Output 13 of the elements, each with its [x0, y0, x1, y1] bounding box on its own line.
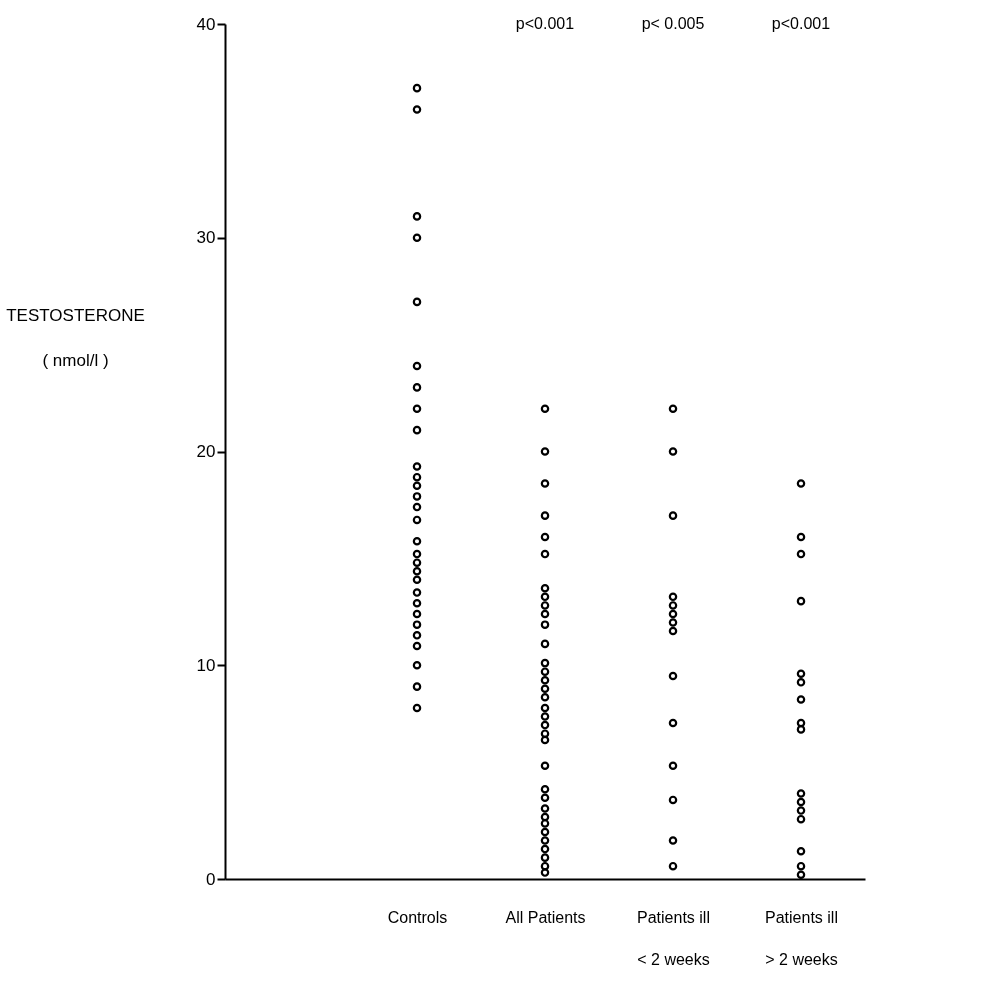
x-tick-label: All Patients — [505, 908, 586, 926]
y-tick-label: 10 — [196, 655, 216, 675]
text: TESTOSTERONE ( nmol/l ) — [6, 305, 145, 370]
y-tick-label: 0 — [206, 869, 216, 889]
annotation: p<0.001 — [771, 15, 831, 32]
annotation: p<0.001 — [515, 15, 575, 32]
y-tick-label: 30 — [196, 228, 216, 248]
category-label: Patients ill > 2 weeks — [765, 908, 838, 968]
category-label: Patients ill < 2 weeks — [637, 908, 710, 968]
y-tick-label: 40 — [196, 14, 216, 34]
annotation: p< 0.005 — [641, 15, 705, 32]
y-tick-label: 20 — [196, 442, 216, 461]
x-tick-label: Controls — [387, 908, 448, 926]
